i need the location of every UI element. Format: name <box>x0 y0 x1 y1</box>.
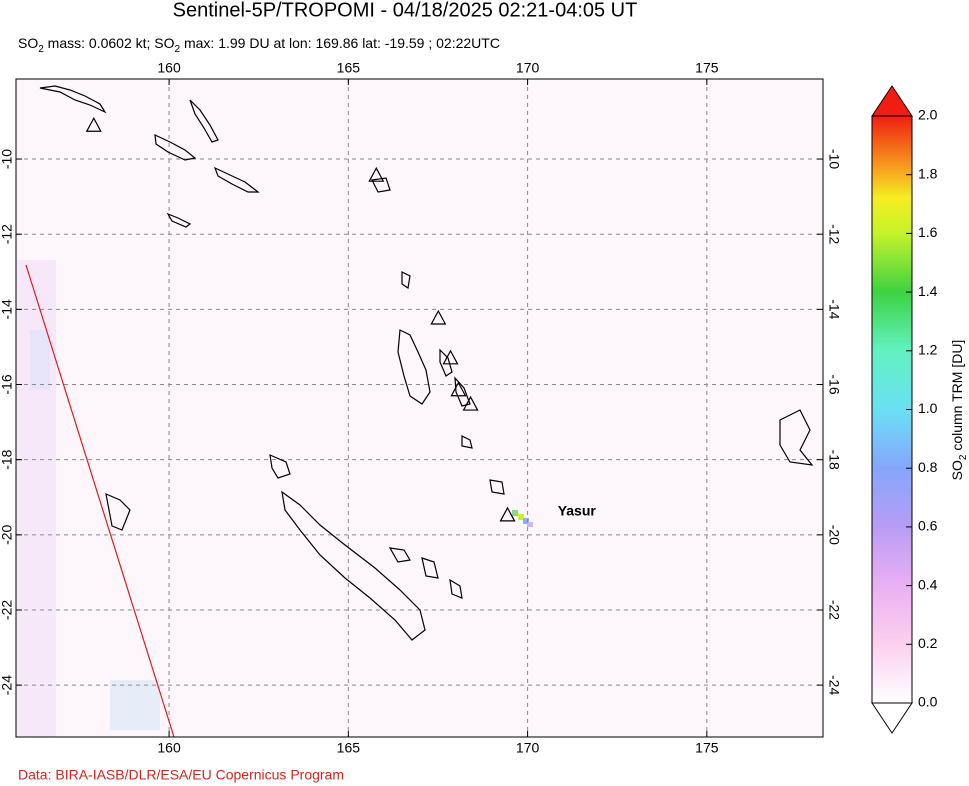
colorbar-tick-label: 2.0 <box>918 107 938 123</box>
coastline <box>439 348 453 377</box>
x-tick-label: 165 <box>337 740 361 756</box>
coastline <box>489 479 505 495</box>
colorbar-tick-label: 0.4 <box>918 576 938 592</box>
coastline <box>449 578 463 599</box>
coastline <box>421 557 439 579</box>
colorbar-tick-label: 0.2 <box>918 635 938 651</box>
colorbar-tick-label: 0.8 <box>918 459 938 475</box>
colorbar-max-extension <box>871 85 913 117</box>
volcano-marker <box>499 506 516 522</box>
map-background <box>16 79 823 737</box>
coastline <box>105 493 131 531</box>
subscript: 2 <box>38 44 44 55</box>
coastline <box>189 99 219 143</box>
colorbar <box>871 115 913 704</box>
x-tick-label: 175 <box>695 60 719 76</box>
volcano-marker <box>450 381 467 397</box>
y-tick-label: -12 <box>0 224 15 244</box>
colorbar-axis: 0.0 0.2 0.4 0.6 0.8 1.0 1.2 1.4 1.6 1.8 2.0 <box>906 107 938 710</box>
axes: 160 160 165 165 170 170 175 175 -10 -10 -12 -12 -14 -… <box>0 60 842 756</box>
x-tick-label: 170 <box>516 740 540 756</box>
so2-pixel <box>523 518 529 524</box>
y-tick-label: -14 <box>0 299 15 319</box>
volcano-marker <box>442 349 459 365</box>
colorbar-tick-label: 1.4 <box>918 283 938 299</box>
y-tick-label: -24 <box>826 675 842 695</box>
x-tick-label: 175 <box>695 740 719 756</box>
colorbar-tick-label: 1.0 <box>918 400 938 416</box>
y-tick-label: -18 <box>826 450 842 470</box>
annotation: Yasur <box>558 503 597 519</box>
coastline <box>281 490 426 641</box>
y-tick-label: -20 <box>0 524 15 544</box>
y-tick-label: -10 <box>826 149 842 169</box>
coastline <box>166 212 192 228</box>
swath-edge-noise <box>30 330 50 390</box>
subscript: 2 <box>175 44 181 55</box>
colorbar-tick-label: 0.6 <box>918 518 938 534</box>
y-tick-label: -22 <box>0 600 15 620</box>
colorbar-tick-label: 1.2 <box>918 342 938 358</box>
so2-pixel <box>518 514 524 520</box>
volcano-marker <box>85 116 102 132</box>
y-tick-label: -12 <box>826 224 842 244</box>
so2-pixel <box>512 510 518 516</box>
text-part: mass: 0.0602 kt; SO <box>44 35 175 51</box>
x-tick-label: 160 <box>157 60 181 76</box>
colorbar-min-extension <box>871 702 913 734</box>
y-tick-label: -18 <box>0 449 15 469</box>
swath-edge-noise <box>110 680 160 730</box>
y-tick-label: -14 <box>826 299 842 319</box>
volcano-marker <box>368 166 385 182</box>
title: Sentinel-5P/TROPOMI - 04/18/2025 02:21-0… <box>173 0 638 21</box>
so2-pixel <box>527 522 533 527</box>
coastline <box>269 454 291 479</box>
map-frame <box>15 78 824 738</box>
text-part: column TRM [DU] <box>949 340 965 455</box>
colorbar-tick-label: 0.0 <box>918 694 938 710</box>
footer: Data: BIRA-IASB/DLR/ESA/EU Copernicus Pr… <box>18 767 344 783</box>
text-part: max: 1.99 DU at lon: 169.86 lat: -19.59 … <box>180 35 500 51</box>
subtitle: SO2 mass: 0.0602 kt; SO2 max: 1.99 DU at… <box>18 35 500 55</box>
coastline <box>388 547 411 563</box>
volcano-marker <box>430 309 447 325</box>
coastline <box>39 85 107 114</box>
coastline <box>213 166 260 193</box>
y-tick-label: -24 <box>0 675 15 695</box>
y-tick-label: -16 <box>0 374 15 394</box>
coastline <box>154 134 197 161</box>
volcano-marker <box>462 395 479 411</box>
x-tick-label: 170 <box>516 60 540 76</box>
swath-edge <box>25 264 175 738</box>
coastlines <box>39 85 814 641</box>
coastline <box>397 329 431 405</box>
colorbar-tick-label: 1.6 <box>918 224 938 240</box>
y-tick-label: -16 <box>826 374 842 394</box>
colorbar-tick-label: 1.8 <box>918 165 938 181</box>
text-part: SO <box>18 35 38 51</box>
y-tick-label: -10 <box>0 149 15 169</box>
x-tick-label: 165 <box>337 60 361 76</box>
grid <box>16 79 823 737</box>
text-part: SO <box>949 460 965 480</box>
coastline <box>461 435 473 449</box>
colorbar-label: SO2 column TRM [DU] <box>949 340 969 481</box>
overlay: Yasur <box>85 116 597 522</box>
coastline <box>401 271 411 290</box>
y-tick-label: -22 <box>826 600 842 620</box>
so2-pixels <box>16 260 533 737</box>
coastline <box>779 409 814 466</box>
x-tick-label: 160 <box>157 740 181 756</box>
subscript: 2 <box>958 454 969 460</box>
y-tick-label: -20 <box>826 525 842 545</box>
